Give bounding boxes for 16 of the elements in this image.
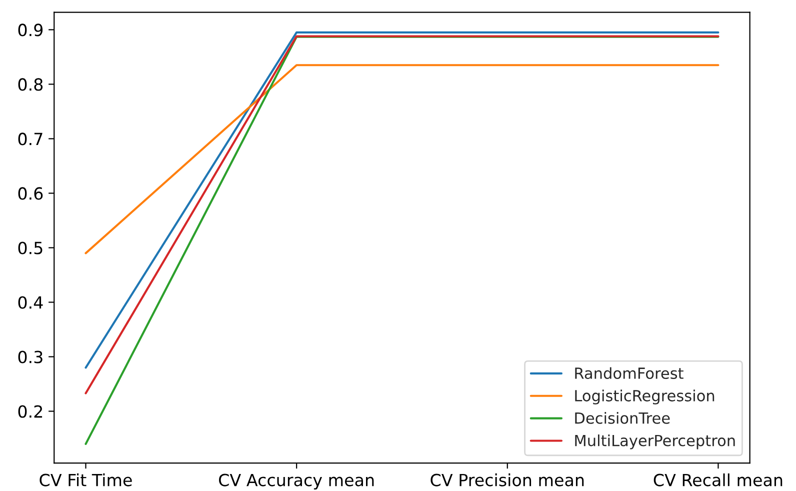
y-tick-label: 0.5 [18, 242, 42, 254]
legend-label: MultiLayerPerceptron [575, 434, 735, 450]
y-tick-label: 0.4 [18, 296, 43, 309]
x-tick-label: CV Recall mean [654, 473, 782, 486]
y-tick-label: 0.8 [18, 78, 43, 91]
legend-label: DecisionTree [575, 412, 670, 424]
legend-label: LogisticRegression [575, 390, 714, 404]
y-tick-label: 0.3 [18, 350, 42, 364]
x-tick-label: CV Precision mean [430, 473, 584, 486]
y-tick-label: 0.6 [18, 187, 43, 200]
legend-label: RandomForest [575, 367, 684, 380]
y-tick-label: 0.9 [18, 24, 43, 36]
y-tick-label: 0.2 [18, 405, 42, 418]
x-tick-label: CV Fit Time [40, 473, 132, 486]
y-tick-label: 0.7 [18, 132, 42, 146]
x-tick-label: CV Accuracy mean [219, 474, 374, 490]
